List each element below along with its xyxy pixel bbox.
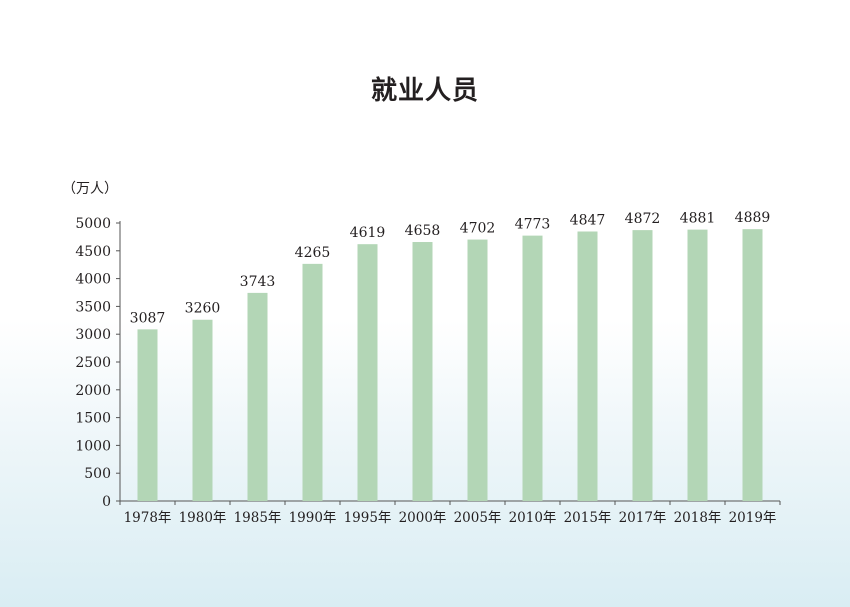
data-label: 4702 <box>460 221 496 237</box>
bar <box>577 231 598 501</box>
data-label: 4619 <box>350 225 386 241</box>
x-tick-label: 2005年 <box>454 510 502 526</box>
x-tick-label: 1995年 <box>344 510 392 526</box>
x-tick-label: 1990年 <box>289 510 337 526</box>
bar <box>247 292 268 501</box>
y-tick-label: 1000 <box>75 438 111 454</box>
y-tick-label: 5000 <box>75 216 111 232</box>
data-label: 3087 <box>130 310 166 326</box>
data-label: 4881 <box>680 211 716 227</box>
data-label: 3260 <box>185 301 221 317</box>
bar <box>742 229 763 501</box>
y-axis-unit-label: （万人） <box>62 181 118 197</box>
x-tick-label: 2000年 <box>399 510 447 526</box>
y-tick-label: 3000 <box>75 327 111 343</box>
data-label: 4847 <box>570 213 606 229</box>
y-tick-label: 1500 <box>75 411 111 427</box>
x-tick-label: 1978年 <box>124 510 172 526</box>
bar <box>302 263 323 501</box>
chart-title: 就业人员 <box>370 76 479 106</box>
bar <box>412 242 433 501</box>
bar <box>137 329 158 501</box>
data-label: 3743 <box>240 274 276 290</box>
y-tick-label: 2500 <box>75 355 111 371</box>
x-tick-label: 2015年 <box>564 510 612 526</box>
y-tick-label: 500 <box>84 466 111 482</box>
y-tick-label: 3500 <box>75 299 111 315</box>
y-tick-label: 4500 <box>75 244 111 260</box>
x-tick-label: 1985年 <box>234 510 282 526</box>
data-label: 4872 <box>625 211 661 227</box>
data-label: 4658 <box>405 223 441 239</box>
data-label: 4265 <box>295 245 331 261</box>
y-tick-label: 4000 <box>75 272 111 288</box>
bar <box>522 235 543 501</box>
bar <box>467 239 488 502</box>
x-tick-label: 1980年 <box>179 510 227 526</box>
y-tick-label: 0 <box>102 494 111 510</box>
x-tick-label: 2018年 <box>674 510 722 526</box>
y-tick-label: 2000 <box>75 383 111 399</box>
bar <box>687 229 708 501</box>
x-tick-label: 2017年 <box>619 510 667 526</box>
bar <box>632 230 653 501</box>
data-label: 4773 <box>515 217 551 233</box>
data-label: 4889 <box>735 210 771 226</box>
x-tick-label: 2019年 <box>729 510 777 526</box>
x-tick-label: 2010年 <box>509 510 557 526</box>
bar <box>192 319 213 501</box>
bar <box>357 244 378 501</box>
